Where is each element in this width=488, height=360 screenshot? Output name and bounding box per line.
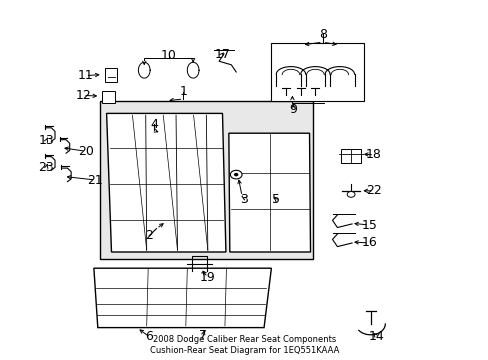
Polygon shape [106,113,225,252]
Text: 22: 22 [366,184,381,197]
Text: 6: 6 [145,330,153,343]
Text: 9: 9 [289,103,297,116]
Bar [102,91,115,103]
Text: 3: 3 [240,193,248,206]
Text: 12: 12 [75,89,91,102]
Text: 11: 11 [78,69,93,82]
Text: 4: 4 [150,118,158,131]
Polygon shape [228,133,310,252]
Text: 2: 2 [145,229,153,242]
Text: 5: 5 [272,193,280,206]
Circle shape [234,174,237,176]
Bar [105,68,117,82]
Text: 15: 15 [361,219,376,231]
Text: 2008 Dodge Caliber Rear Seat Components
Cushion-Rear Seat Diagram for 1EQ551KAAA: 2008 Dodge Caliber Rear Seat Components … [149,335,339,355]
Text: 1: 1 [179,85,187,98]
Circle shape [230,170,242,179]
Text: 13: 13 [39,134,54,147]
Text: 23: 23 [39,161,54,174]
Text: 19: 19 [200,271,215,284]
Bar [271,43,364,101]
Text: 10: 10 [161,49,176,62]
Text: 7: 7 [199,329,206,342]
Text: 18: 18 [366,148,381,161]
Circle shape [346,192,354,197]
Text: 8: 8 [318,28,326,41]
Text: 21: 21 [87,174,103,186]
Text: 20: 20 [78,145,93,158]
Bar [341,149,360,163]
Bar [100,101,312,259]
Text: 16: 16 [361,237,376,249]
Text: 17: 17 [214,48,230,60]
Polygon shape [94,268,271,328]
Text: 14: 14 [368,330,384,343]
